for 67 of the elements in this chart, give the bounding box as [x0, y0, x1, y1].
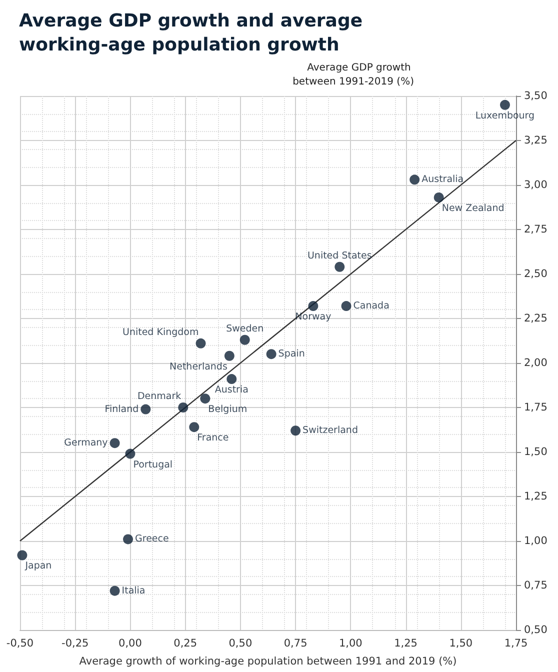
point [110, 438, 120, 448]
annotation: Australia [422, 174, 464, 186]
x-tick-label: -0,25 [62, 638, 89, 650]
x-tick-label: 1,00 [338, 638, 362, 650]
y-tick-label: 1,00 [524, 535, 548, 547]
annotation: Belgium [208, 404, 248, 416]
point [140, 404, 151, 414]
y-tick-label: 2,50 [524, 268, 548, 280]
y-tick-label: 2,00 [524, 357, 548, 369]
y-tick-label: 3,25 [524, 134, 548, 146]
point [500, 100, 510, 110]
y-tick-label: 3,50 [524, 90, 548, 102]
point [308, 301, 318, 312]
y-tick-label: 1,75 [524, 402, 548, 414]
point [200, 394, 210, 404]
x-tick-label: 1,25 [394, 638, 418, 650]
annotation: Italia [122, 585, 146, 596]
y-tick-label: 1,50 [524, 446, 548, 458]
y-tick-label: 1,25 [524, 490, 548, 502]
point [123, 534, 134, 544]
y-tick-label: 3,00 [524, 179, 548, 191]
point [334, 262, 345, 272]
x-tick-label: 0,00 [118, 638, 142, 650]
y-tick-label: 0,75 [524, 580, 548, 592]
point [196, 338, 206, 348]
y-tick-label: 2,25 [524, 312, 548, 324]
point [341, 301, 352, 312]
x-tick-label: 1,75 [504, 638, 528, 650]
annotation: Norway [295, 312, 332, 323]
point [17, 550, 28, 560]
x-axis-title: Average growth of working-age population between 1991 and 2019 (%) [79, 656, 457, 668]
point [189, 422, 200, 432]
x-tick-label: 0,50 [228, 638, 252, 650]
annotation: New Zealand [442, 202, 504, 214]
point [240, 334, 250, 345]
annotation: United Kingdom [122, 326, 199, 338]
point [226, 374, 237, 384]
x-tick-label: 0,25 [174, 638, 198, 650]
y-axis-title: Average GDP growth between 1991-2019 (%) [292, 62, 414, 88]
annotation: France [197, 432, 229, 444]
x-tick-label: 0,75 [284, 638, 308, 650]
annotation: Sweden [226, 323, 264, 334]
annotation: Netherlands [170, 361, 228, 372]
annotation: Canada [353, 300, 390, 312]
x-tick-label: 1,50 [449, 638, 473, 650]
annotation: Germany [64, 438, 108, 449]
point [125, 448, 136, 459]
point [224, 350, 234, 361]
point [178, 402, 188, 412]
chart-title: Average GDP growth and average working-age population growth [19, 10, 369, 56]
point [110, 586, 120, 596]
annotation: Portugal [133, 459, 173, 470]
annotation: Spain [278, 348, 305, 360]
annotation: Japan [24, 560, 52, 572]
point [434, 192, 444, 202]
y-tick-label: 0,50 [524, 624, 548, 636]
annotation: Finland [104, 404, 139, 415]
annotation: Denmark [137, 391, 182, 402]
point [290, 426, 301, 436]
annotation: Greece [135, 534, 169, 545]
annotation: United States [307, 250, 372, 262]
annotation: Switzerland [302, 425, 358, 436]
annotation: Austria [214, 384, 248, 396]
y-tick-label: 2,75 [524, 224, 548, 236]
point [266, 349, 276, 360]
point [410, 174, 420, 185]
x-tick-label: -0,50 [6, 638, 34, 650]
